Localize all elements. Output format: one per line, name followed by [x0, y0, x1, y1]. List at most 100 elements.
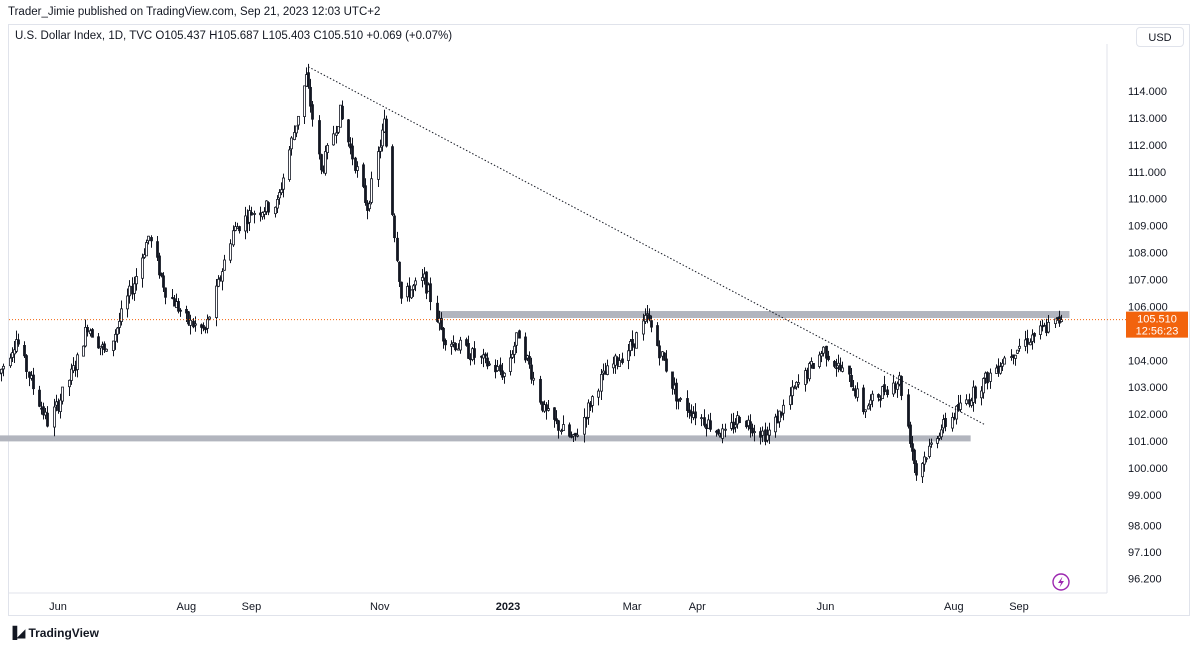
price-tick-label: 96.200 [1128, 574, 1162, 586]
candle-body [721, 428, 724, 439]
candle-body [444, 340, 447, 346]
candle-body [46, 412, 49, 427]
trendline[interactable] [308, 66, 986, 426]
candle-body [970, 400, 973, 406]
candle-body [869, 399, 872, 405]
candle-body [337, 126, 340, 133]
candle-body [112, 340, 115, 351]
time-tick-label: Sep [1009, 601, 1029, 613]
candle-body [425, 271, 428, 294]
candle-body [839, 364, 842, 371]
candle-body [629, 340, 632, 352]
candle-body [341, 105, 344, 120]
bar-countdown: 12:56:23 [1136, 326, 1179, 338]
candle-body [959, 402, 962, 410]
candle-body [70, 368, 73, 381]
candle-body [17, 339, 20, 345]
candle-body [734, 424, 737, 428]
candle-body [103, 343, 106, 350]
candle-body [229, 243, 232, 261]
price-tick-label: 110.000 [1128, 194, 1167, 206]
candle-body [1001, 362, 1004, 367]
candle-body [665, 358, 668, 372]
candle-body [825, 345, 828, 359]
time-tick-label: 2023 [496, 601, 520, 613]
candle-body [91, 329, 94, 338]
candle-body [606, 365, 609, 375]
currency-button[interactable]: USD [1136, 27, 1184, 47]
candle-body [833, 360, 836, 367]
candle-body [362, 164, 365, 187]
candle-body [587, 402, 590, 418]
candle-body [309, 86, 312, 107]
candle-body [488, 363, 491, 366]
candle-body [509, 357, 512, 372]
candle-body [126, 295, 129, 310]
candle-body [1026, 338, 1029, 345]
price-tick-label: 109.000 [1128, 221, 1168, 233]
candle-body [679, 398, 682, 401]
time-tick-label: Nov [370, 601, 390, 613]
candle-body [597, 390, 600, 398]
candle-body [982, 378, 985, 394]
candle-body [694, 411, 697, 419]
candle-body [194, 323, 197, 326]
price-tick-label: 103.000 [1128, 382, 1168, 394]
candle-body [568, 424, 571, 437]
candle-body [421, 277, 424, 281]
candle-body [393, 215, 396, 239]
candle-body [907, 394, 910, 427]
candle-body [467, 343, 470, 359]
candle-body [738, 416, 741, 424]
candle-body [465, 339, 468, 346]
tradingview-logo[interactable]: ▐◢ TradingView [8, 625, 99, 641]
candle-body [414, 280, 417, 286]
candle-body [128, 285, 131, 297]
candle-body [951, 417, 954, 429]
candle-body [28, 371, 31, 378]
candle-body [896, 383, 899, 390]
candle-body [232, 230, 235, 246]
candle-body [267, 202, 270, 213]
candle-body [986, 372, 989, 384]
candle-body [278, 192, 281, 199]
candle-body [886, 389, 889, 396]
resistance-band[interactable] [436, 311, 1070, 319]
candle-body [1014, 354, 1017, 359]
candle-body [276, 199, 279, 209]
candle-body [116, 327, 119, 335]
candle-body [217, 278, 220, 287]
candle-body [303, 85, 306, 117]
candle-body [1047, 321, 1050, 333]
candle-body [999, 366, 1002, 374]
support-band[interactable] [0, 435, 971, 442]
publisher-line: Trader_Jimie published on TradingView.co… [8, 6, 381, 18]
candle-body [9, 357, 12, 367]
candle-body [398, 261, 401, 282]
candle-body [25, 355, 28, 372]
candle-body [208, 316, 211, 320]
time-tick-label: Sep [242, 601, 262, 613]
candle-body [621, 358, 624, 363]
candle-body [368, 203, 371, 210]
candle-body [627, 350, 630, 361]
price-tick-label: 113.000 [1128, 113, 1167, 125]
candle-body [827, 355, 830, 360]
candle-body [396, 237, 399, 261]
candle-body [600, 374, 603, 392]
candle-body [780, 412, 783, 416]
candle-body [545, 404, 548, 411]
candle-body [515, 332, 518, 346]
candle-body [496, 366, 499, 372]
candle-body [852, 388, 855, 391]
candle-body [835, 367, 838, 370]
candle-body [818, 354, 821, 367]
candle-body [436, 302, 439, 322]
candle-body [518, 330, 521, 339]
time-tick-label: Aug [176, 601, 196, 613]
candle-body [118, 320, 121, 328]
drawings [9, 66, 1126, 426]
candle-body [753, 431, 756, 434]
flash-icon[interactable] [1052, 573, 1070, 591]
